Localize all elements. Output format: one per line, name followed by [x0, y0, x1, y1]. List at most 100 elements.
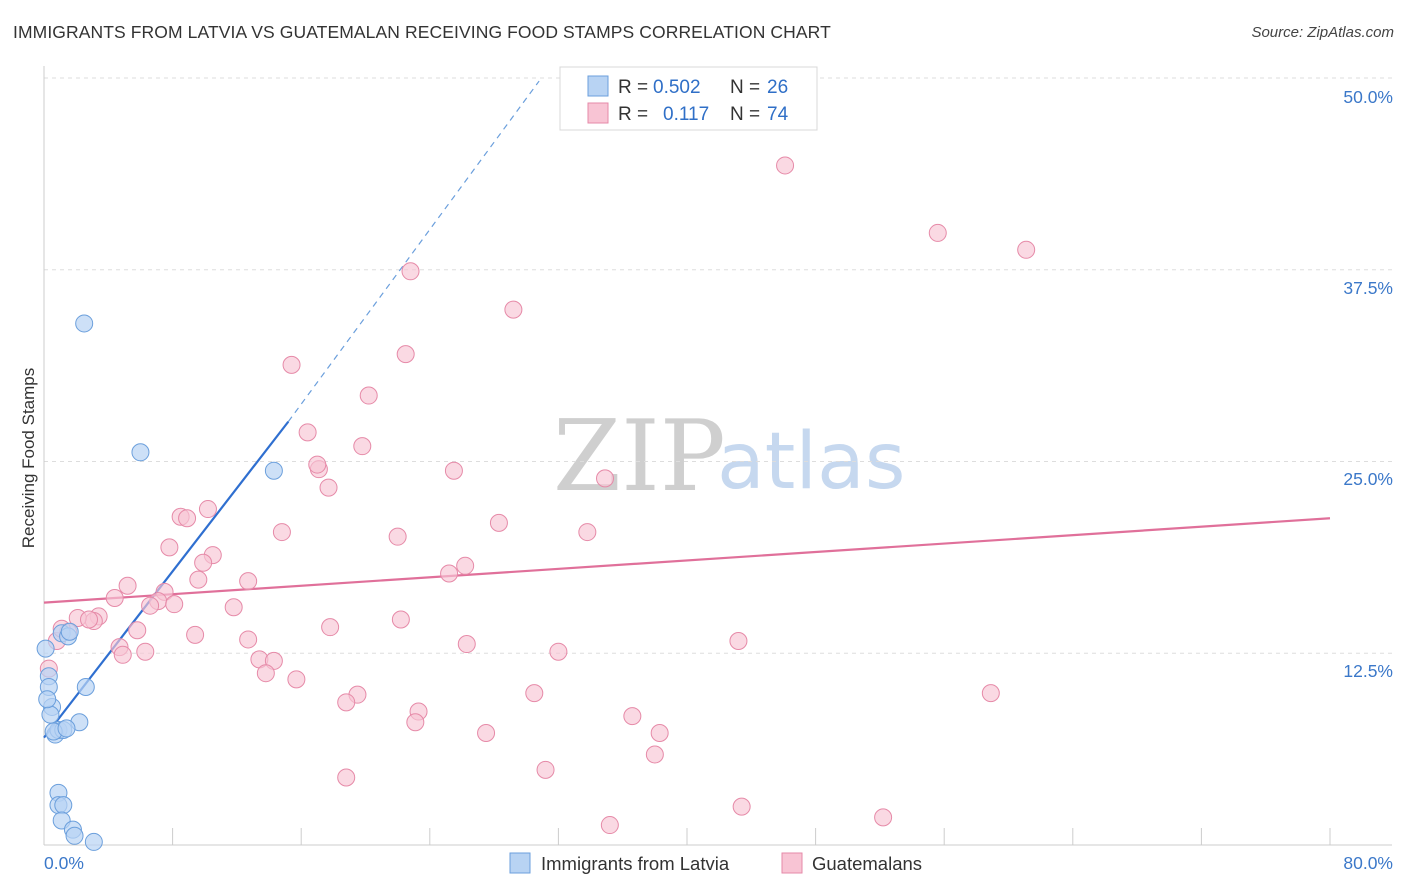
point-guatemalans [645, 745, 664, 764]
point-guatemalans [186, 625, 205, 644]
y-tick-label: 37.5% [1343, 278, 1393, 298]
point-guatemalans [401, 262, 420, 281]
point-guatemalans [623, 707, 642, 726]
point-guatemalans [239, 572, 258, 591]
point-guatemalans [141, 596, 160, 615]
x-tick-label: 80.0% [1343, 853, 1393, 873]
legend-swatch-blue [587, 75, 609, 97]
point-guatemalans [80, 610, 99, 629]
point-guatemalans [113, 645, 132, 664]
point-guatemalans [396, 345, 415, 364]
point-guatemalans [456, 556, 475, 575]
point-latvia [75, 314, 94, 333]
point-guatemalans [337, 693, 356, 712]
point-guatemalans [981, 684, 1000, 703]
legend-r-label: R = [618, 77, 648, 98]
point-guatemalans [118, 576, 137, 595]
point-latvia [65, 826, 84, 845]
point-guatemalans [256, 664, 275, 683]
point-guatemalans [105, 589, 124, 608]
point-latvia [264, 461, 283, 480]
legend-r-value: 0.117 [663, 104, 709, 125]
point-guatemalans [128, 621, 147, 640]
point-guatemalans [224, 598, 243, 617]
point-guatemalans [729, 631, 748, 650]
point-guatemalans [776, 156, 795, 175]
chart-title: IMMIGRANTS FROM LATVIA VS GUATEMALAN REC… [13, 22, 831, 42]
point-guatemalans [504, 300, 523, 319]
bottom-legend-label: Immigrants from Latvia [541, 853, 730, 874]
point-guatemalans [165, 595, 184, 614]
point-latvia [57, 719, 76, 738]
point-guatemalans [178, 509, 197, 528]
legend-n-value: 26 [767, 77, 788, 98]
point-guatemalans [536, 760, 555, 779]
point-guatemalans [600, 816, 619, 835]
point-guatemalans [457, 635, 476, 654]
source-label: Source: ZipAtlas.com [1251, 24, 1394, 41]
point-guatemalans [549, 642, 568, 661]
legend-n-label: N = [730, 77, 760, 98]
point-guatemalans [874, 808, 893, 827]
point-guatemalans [596, 469, 615, 488]
point-guatemalans [198, 500, 217, 519]
point-guatemalans [319, 478, 338, 497]
bottom-legend-swatch-pink [781, 852, 803, 874]
point-guatemalans [489, 513, 508, 532]
legend-r-label: R = [618, 104, 648, 125]
point-guatemalans [194, 553, 213, 572]
point-guatemalans [391, 610, 410, 629]
bottom-legend-swatch-blue [509, 852, 531, 874]
point-guatemalans [650, 724, 669, 743]
point-guatemalans [298, 423, 317, 442]
point-latvia [41, 705, 60, 724]
point-latvia [36, 639, 55, 658]
point-guatemalans [928, 223, 947, 242]
point-guatemalans [525, 684, 544, 703]
point-guatemalans [337, 768, 356, 787]
point-guatemalans [272, 523, 291, 542]
y-tick-label: 50.0% [1343, 87, 1393, 107]
point-latvia [38, 690, 57, 709]
point-guatemalans [477, 724, 496, 743]
point-guatemalans [359, 386, 378, 405]
point-guatemalans [308, 455, 327, 474]
data-points [36, 156, 1036, 851]
point-guatemalans [732, 797, 751, 816]
point-latvia [84, 832, 103, 851]
point-guatemalans [388, 527, 407, 546]
legend-n-value: 74 [767, 104, 789, 125]
point-latvia [131, 443, 150, 462]
x-tick-label: 0.0% [44, 853, 84, 873]
trend-line-blue-extension [287, 80, 540, 422]
point-guatemalans [160, 538, 179, 557]
y-tick-label: 25.0% [1343, 469, 1393, 489]
point-guatemalans [321, 618, 340, 637]
legend-box: R = 0.502 N = 26 R = 0.117 N = 74 [559, 66, 818, 131]
trend-line-pink [43, 517, 1331, 604]
legend-r-value: 0.502 [653, 77, 701, 98]
point-latvia [60, 622, 79, 641]
point-latvia [76, 677, 95, 696]
legend-swatch-pink [587, 102, 609, 124]
point-guatemalans [136, 642, 155, 661]
point-guatemalans [353, 437, 372, 456]
y-tick-label: 12.5% [1343, 661, 1393, 681]
point-guatemalans [287, 670, 306, 689]
point-guatemalans [440, 564, 459, 583]
point-guatemalans [578, 523, 597, 542]
point-guatemalans [1017, 240, 1036, 259]
gridlines [44, 77, 1392, 654]
y-axis-label: Receiving Food Stamps [19, 368, 38, 548]
bottom-legend-label: Guatemalans [812, 853, 922, 874]
point-guatemalans [239, 630, 258, 649]
point-latvia [54, 796, 73, 815]
point-guatemalans [282, 355, 301, 374]
point-guatemalans [189, 570, 208, 589]
point-guatemalans [444, 461, 463, 480]
watermark-zip: ZIP [553, 400, 726, 514]
legend-n-label: N = [730, 104, 760, 125]
bottom-legend: Immigrants from Latvia Guatemalans [509, 852, 922, 874]
point-guatemalans [406, 713, 425, 732]
